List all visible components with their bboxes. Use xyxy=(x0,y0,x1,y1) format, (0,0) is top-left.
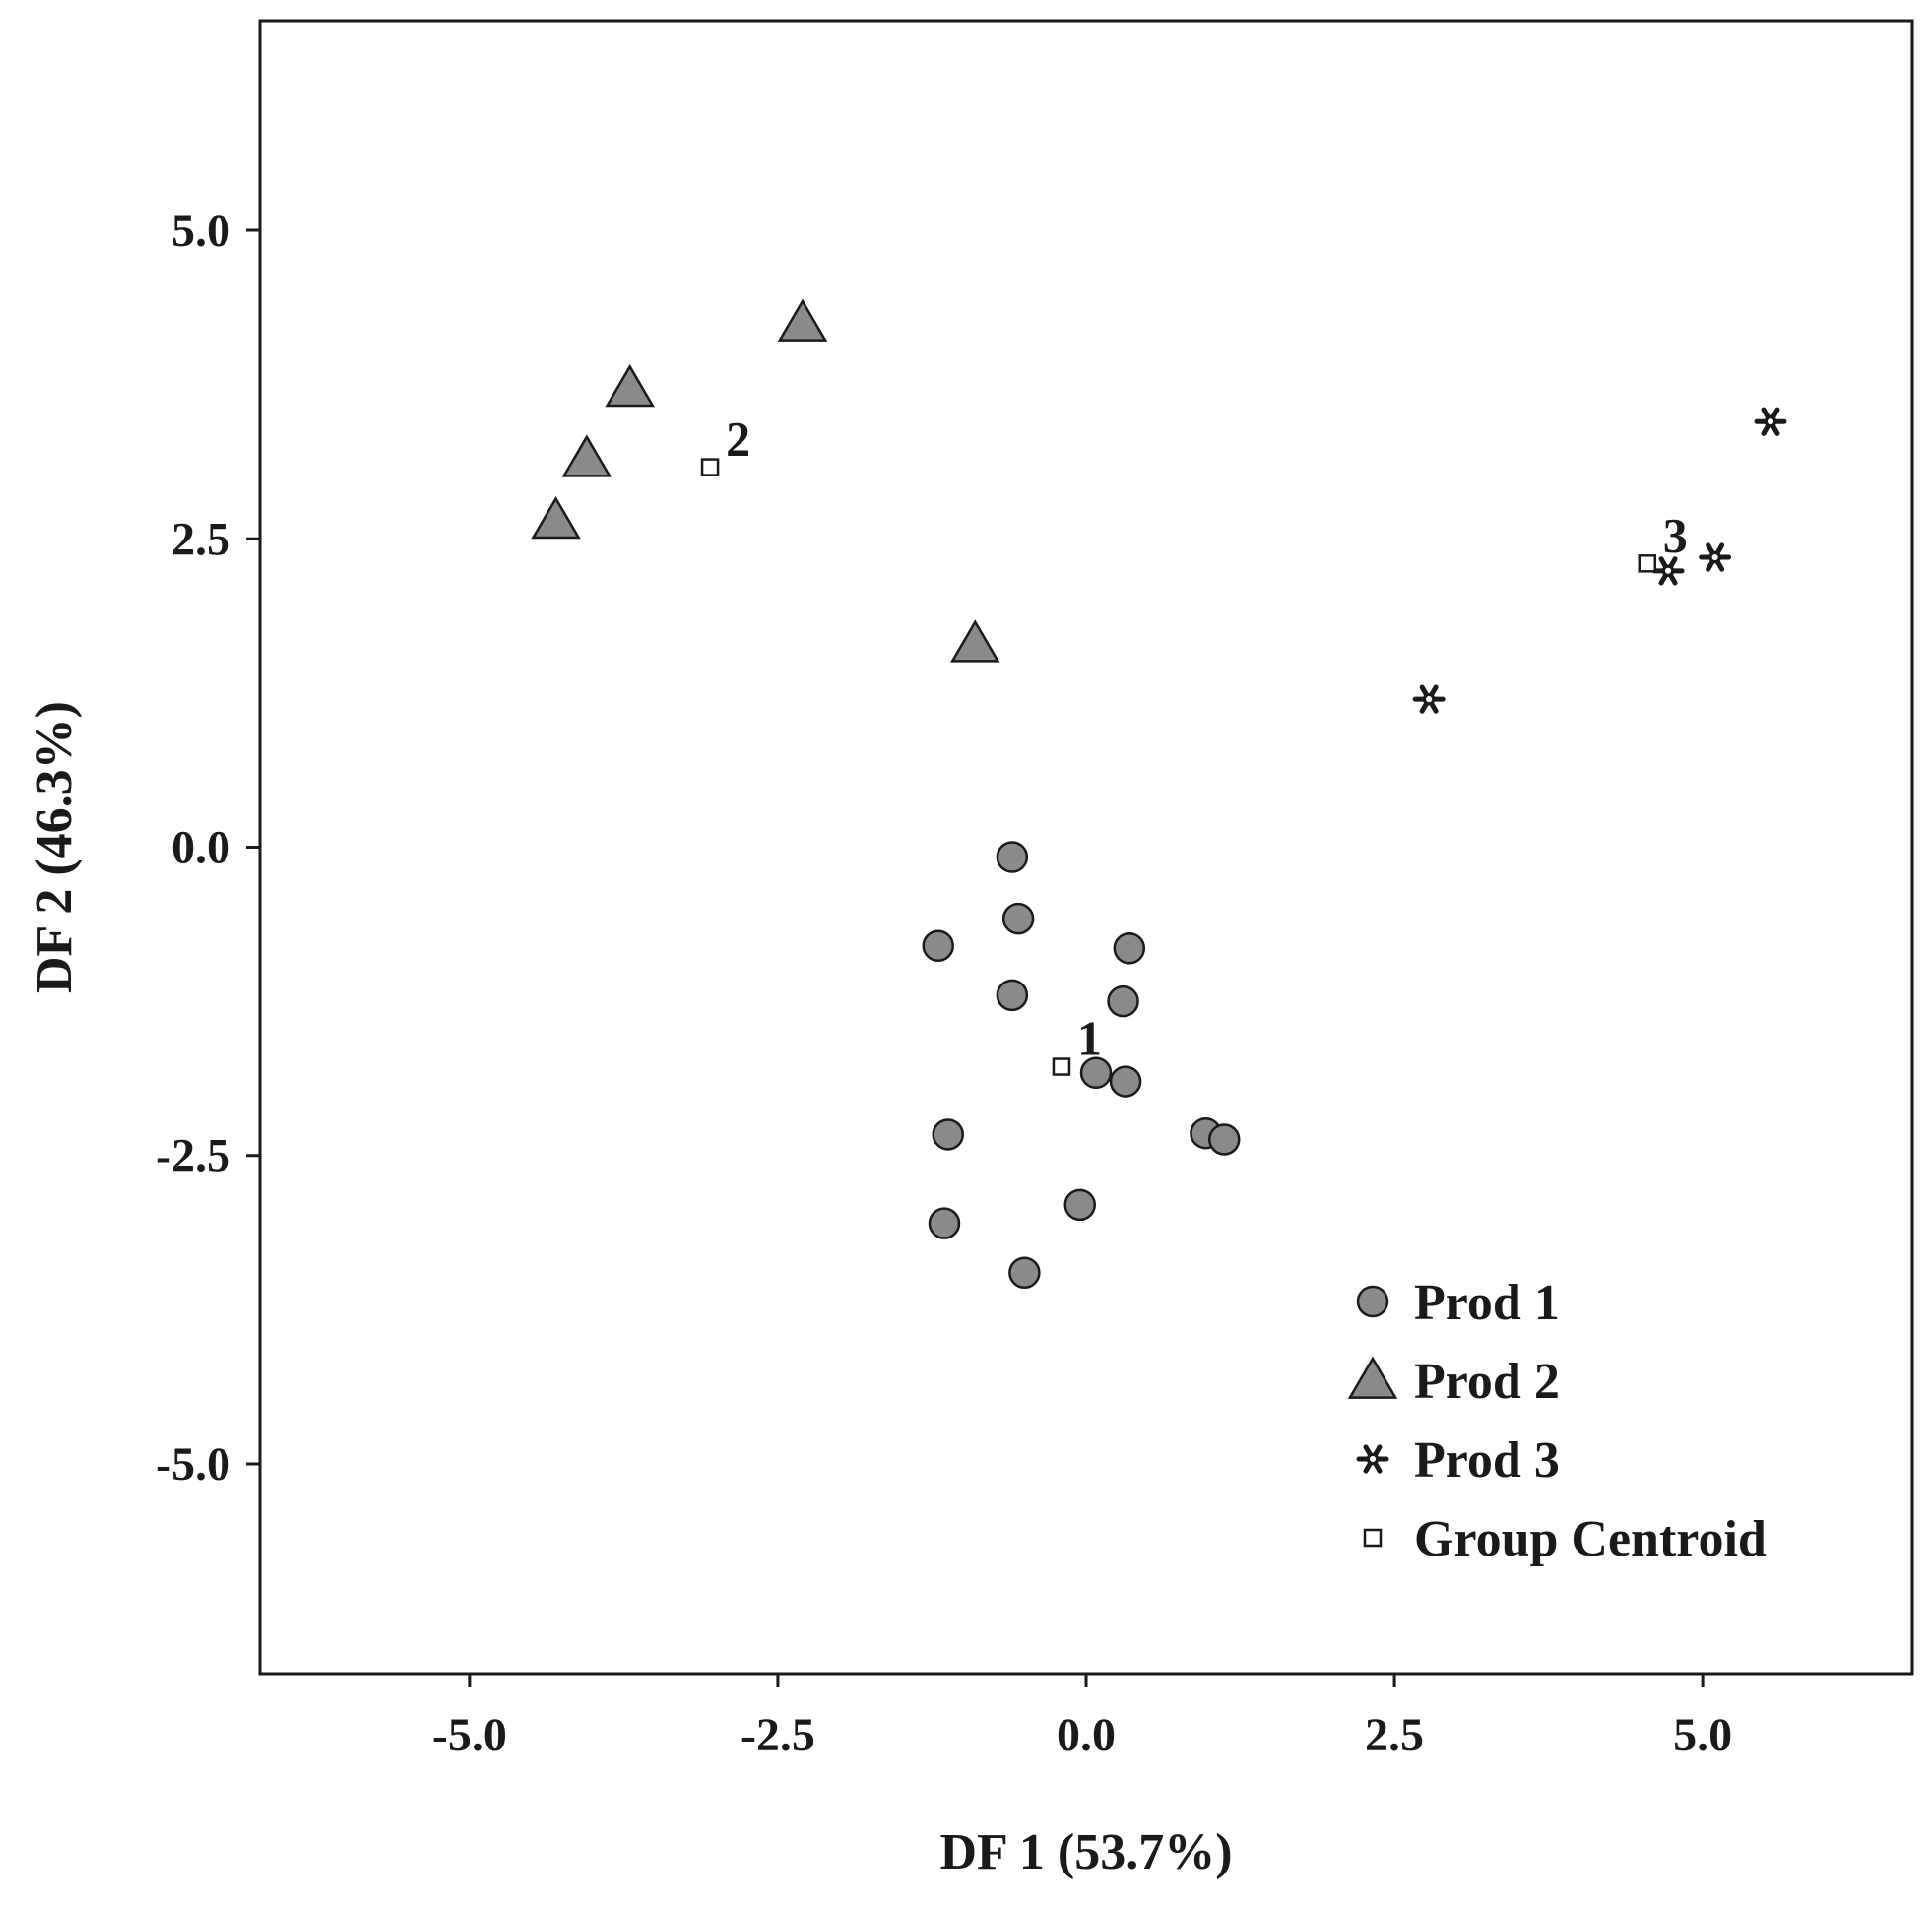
legend-label-prod-1: Prod 1 xyxy=(1414,1275,1560,1331)
prod-3-point xyxy=(1651,556,1685,586)
x-axis-ticks: -5.0 -2.5 0.0 2.5 5.0 xyxy=(432,1674,1732,1761)
x-axis-title: DF 1 (53.7%) xyxy=(939,1824,1232,1880)
y-tick-label: -5.0 xyxy=(156,1438,230,1491)
prod-1-point xyxy=(1001,902,1035,935)
group-centroid-point xyxy=(1638,554,1657,573)
legend-marker-group-centroid xyxy=(1363,1528,1383,1548)
prod-1-point xyxy=(1109,1065,1142,1098)
x-tick-label: -2.5 xyxy=(741,1709,815,1761)
x-tick-label: 2.5 xyxy=(1365,1709,1424,1761)
group-centroid-point xyxy=(1052,1057,1071,1076)
legend-item-prod-3: Prod 3 xyxy=(1356,1432,1560,1489)
prod-2-point xyxy=(531,495,581,540)
prod-3-point-center xyxy=(1664,567,1672,574)
y-tick-label: 5.0 xyxy=(171,205,230,257)
prod-1-point xyxy=(996,841,1029,873)
prod-1-point xyxy=(922,929,954,962)
prod-2-point xyxy=(561,434,612,477)
centroid-label-1: 1 xyxy=(1077,1011,1102,1066)
legend-label-group-centroid: Group Centroid xyxy=(1414,1511,1767,1567)
legend-label-prod-3: Prod 3 xyxy=(1414,1432,1560,1489)
prod-3-point xyxy=(1699,542,1732,572)
prod-3-point-center xyxy=(1767,418,1774,425)
y-axis-title: DF 2 (46.3%) xyxy=(27,701,83,993)
prod-2-point xyxy=(777,298,828,342)
prod-1-point xyxy=(1208,1123,1241,1156)
y-tick-label: 0.0 xyxy=(171,822,230,874)
legend-item-group-centroid: Group Centroid xyxy=(1363,1511,1767,1567)
data-points xyxy=(531,298,1787,1290)
prod-1-point xyxy=(928,1207,961,1239)
legend-item-prod-2: Prod 2 xyxy=(1347,1354,1560,1410)
centroid-label-2: 2 xyxy=(726,412,750,467)
centroid-label-3: 3 xyxy=(1663,507,1688,562)
prod-2-point xyxy=(605,363,655,408)
prod-1-point xyxy=(1063,1188,1096,1222)
x-tick-label: 0.0 xyxy=(1057,1709,1116,1761)
group-centroid-point xyxy=(700,458,720,476)
prod-1-point xyxy=(932,1118,964,1151)
prod-1-point xyxy=(1008,1256,1041,1290)
prod-3-point xyxy=(1754,407,1787,436)
centroid-labels: 1 2 3 xyxy=(726,412,1688,1066)
legend-item-prod-1: Prod 1 xyxy=(1356,1275,1560,1331)
legend: Prod 1 Prod 2 Prod 3 Group Centroid xyxy=(1347,1275,1767,1567)
prod-3-point-center xyxy=(1711,553,1718,561)
y-axis-ticks: -5.0 -2.5 0.0 2.5 5.0 xyxy=(156,205,260,1491)
prod-1-point xyxy=(1107,984,1139,1018)
x-tick-label: 5.0 xyxy=(1673,1709,1732,1761)
y-tick-label: -2.5 xyxy=(156,1130,230,1182)
legend-marker-prod-1 xyxy=(1356,1285,1389,1318)
prod-1-point xyxy=(1079,1056,1113,1090)
prod-1-point xyxy=(1113,931,1146,965)
prod-1-point xyxy=(996,979,1029,1012)
x-tick-label: -5.0 xyxy=(432,1709,507,1761)
y-tick-label: 2.5 xyxy=(171,513,230,565)
legend-marker-prod-3-center xyxy=(1369,1455,1377,1463)
prod-3-point-center xyxy=(1426,696,1433,703)
legend-marker-prod-2 xyxy=(1347,1356,1398,1399)
legend-label-prod-2: Prod 2 xyxy=(1414,1354,1560,1410)
prod-3-point xyxy=(1412,684,1446,714)
prod-2-point xyxy=(950,619,1000,663)
legend-marker-prod-3 xyxy=(1356,1444,1389,1474)
